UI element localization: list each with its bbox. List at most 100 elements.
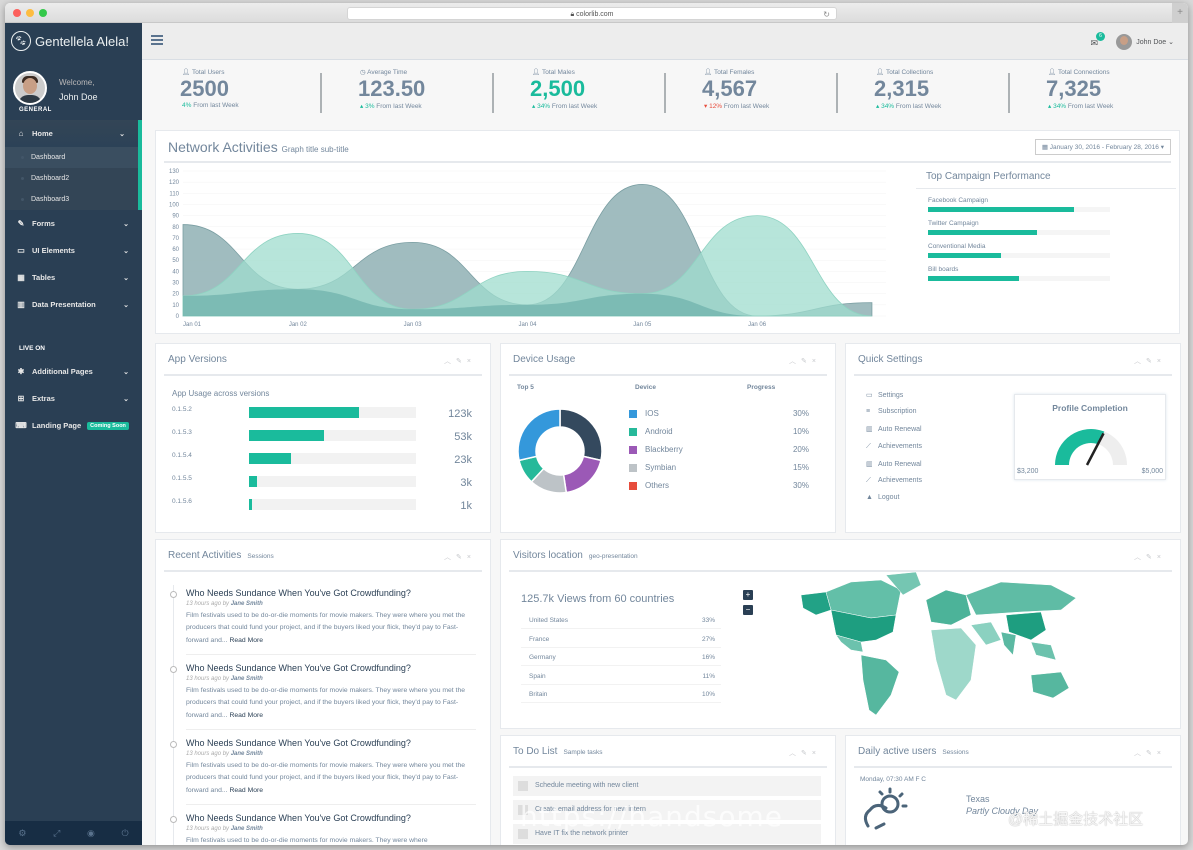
wrench-icon[interactable]: ✎ bbox=[456, 358, 467, 365]
activity-title[interactable]: Who Needs Sundance When You've Got Crowd… bbox=[186, 588, 411, 598]
menu-toggle-icon[interactable] bbox=[151, 35, 163, 45]
sidebar-item-forms[interactable]: ✎ Forms ⌄ bbox=[5, 210, 142, 237]
device-name: Others bbox=[645, 481, 670, 490]
close-icon[interactable]: × bbox=[1156, 358, 1166, 365]
map-zoom-out-button[interactable]: − bbox=[743, 605, 753, 615]
sidebar-item-additional-pages[interactable]: ✱ Additional Pages ⌄ bbox=[5, 358, 142, 385]
quick-setting-item[interactable]: ≡ Subscription bbox=[866, 408, 917, 415]
wrench-icon[interactable]: ✎ bbox=[1146, 554, 1157, 561]
version-label: 0.1.5.4 bbox=[172, 452, 192, 459]
gauge-min: $3,200 bbox=[1017, 468, 1039, 475]
activity-title[interactable]: Who Needs Sundance When You've Got Crowd… bbox=[186, 738, 411, 748]
collapse-icon[interactable]: ︿ bbox=[1134, 358, 1147, 365]
collapse-icon[interactable]: ︿ bbox=[1134, 750, 1147, 757]
collapse-icon[interactable]: ︿ bbox=[444, 358, 457, 365]
read-more-link[interactable]: Read More bbox=[229, 786, 264, 794]
divider bbox=[509, 570, 1172, 572]
date-range-picker[interactable]: ▦ January 30, 2016 - February 28, 2016 ▾ bbox=[1034, 139, 1171, 155]
bar-chart-icon: ▥ bbox=[866, 426, 873, 434]
wrench-icon[interactable]: ✎ bbox=[456, 554, 467, 561]
section-live-on: LIVE ON bbox=[19, 344, 46, 352]
close-icon[interactable]: × bbox=[811, 358, 821, 365]
campaign-progress-fill bbox=[928, 207, 1074, 212]
bar-chart-icon: ▥ bbox=[17, 300, 25, 309]
tile-label: 👤︎ Total Collections bbox=[876, 69, 934, 76]
campaign-progress-fill bbox=[928, 276, 1019, 281]
chevron-down-icon: ⌄ bbox=[123, 301, 129, 309]
quick-setting-item[interactable]: ▥ Auto Renewal bbox=[866, 425, 922, 433]
mail-icon[interactable]: ✉ bbox=[1090, 38, 1098, 48]
activity-meta: 13 hours ago by Jane Smith bbox=[186, 601, 263, 607]
fullscreen-icon[interactable]: ⤢ bbox=[53, 827, 61, 838]
quick-setting-item[interactable]: ▥ Auto Renewal bbox=[866, 460, 922, 468]
sidebar-item-home[interactable]: ⌂ Home ⌄ bbox=[5, 120, 142, 147]
sidebar-item-ui-elements[interactable]: ▭ UI Elements ⌄ bbox=[5, 237, 142, 264]
close-window-button[interactable] bbox=[13, 9, 21, 17]
sidebar-item-landing-page[interactable]: ⌨ Landing Page Coming Soon bbox=[5, 412, 142, 439]
brand[interactable]: 🐾︎ Gentellela Alela! bbox=[11, 31, 129, 51]
new-tab-button[interactable]: + bbox=[1172, 3, 1188, 23]
tile-label: 👤︎ Total Males bbox=[532, 69, 575, 76]
quick-setting-item[interactable]: ⟋ Achievements bbox=[866, 477, 922, 485]
sidebar-nav: ⌂ Home ⌄ Dashboard Dashboard2 Dashboard3 ✎… bbox=[5, 120, 142, 439]
world-map[interactable] bbox=[791, 570, 1091, 720]
collapse-icon[interactable]: ︿ bbox=[1134, 554, 1147, 561]
read-more-link[interactable]: Read More bbox=[229, 636, 264, 644]
sidebar-item-data-presentation[interactable]: ▥ Data Presentation ⌄ bbox=[5, 291, 142, 318]
todo-item[interactable]: Have IT fix the network printer bbox=[513, 824, 821, 844]
quick-setting-item[interactable]: ⟋ Achievements bbox=[866, 443, 922, 451]
collapse-icon[interactable]: ︿ bbox=[789, 358, 802, 365]
panel-title: App Versions bbox=[168, 354, 227, 365]
activity-title[interactable]: Who Needs Sundance When You've Got Crowd… bbox=[186, 663, 411, 673]
timeline-dot bbox=[170, 741, 177, 748]
y-tick-label: 90 bbox=[172, 214, 179, 220]
activity-title[interactable]: Who Needs Sundance When You've Got Crowd… bbox=[186, 813, 411, 823]
device-row: Android 10% bbox=[629, 427, 809, 439]
country-pct: 27% bbox=[701, 635, 715, 643]
version-progress-fill bbox=[249, 476, 258, 487]
quick-setting-item[interactable]: ▭ Settings bbox=[866, 391, 903, 399]
wrench-icon[interactable]: ✎ bbox=[1146, 358, 1157, 365]
reload-icon[interactable]: ↻ bbox=[823, 10, 830, 19]
user-menu[interactable]: John Doe ⌄ bbox=[1136, 39, 1174, 46]
wrench-icon[interactable]: ✎ bbox=[801, 358, 812, 365]
close-icon[interactable]: × bbox=[1156, 750, 1166, 757]
quick-setting-item[interactable]: ▲ Logout bbox=[866, 494, 899, 501]
campaign-label: Facebook Campaign bbox=[928, 197, 988, 204]
close-icon[interactable]: × bbox=[811, 750, 821, 757]
close-icon[interactable]: × bbox=[466, 554, 476, 561]
divider bbox=[509, 766, 827, 768]
sidebar-item-extras[interactable]: ⊞ Extras ⌄ bbox=[5, 385, 142, 412]
lock-eye-icon[interactable]: ◉ bbox=[86, 827, 95, 838]
sidebar-item-dashboard3[interactable]: Dashboard3 bbox=[5, 189, 138, 210]
sidebar-item-dashboard2[interactable]: Dashboard2 bbox=[5, 168, 138, 189]
power-icon[interactable]: ⏻ bbox=[121, 827, 129, 838]
mail-count-badge: 6 bbox=[1096, 32, 1105, 41]
timeline-dot bbox=[170, 591, 177, 598]
close-icon[interactable]: × bbox=[466, 358, 476, 365]
todo-checkbox[interactable] bbox=[518, 781, 528, 791]
read-more-link[interactable]: Read More bbox=[229, 711, 264, 719]
wrench-icon[interactable]: ✎ bbox=[801, 750, 812, 757]
settings-icon[interactable]: ⚙ bbox=[18, 827, 27, 838]
sidebar-item-tables[interactable]: ▦ Tables ⌄ bbox=[5, 264, 142, 291]
sidebar-item-dashboard[interactable]: Dashboard bbox=[5, 147, 138, 168]
wrench-icon[interactable]: ✎ bbox=[1146, 750, 1157, 757]
collapse-icon[interactable]: ︿ bbox=[444, 554, 457, 561]
address-bar[interactable]: 🔒︎ colorlib.com ↻ bbox=[347, 7, 837, 20]
minimize-window-button[interactable] bbox=[26, 9, 34, 17]
close-icon[interactable]: × bbox=[1156, 554, 1166, 561]
panel-title: To Do List Sample tasks bbox=[513, 746, 603, 757]
todo-checkbox[interactable] bbox=[518, 829, 528, 839]
activity-author: Jane Smith bbox=[230, 676, 263, 682]
maximize-window-button[interactable] bbox=[39, 9, 47, 17]
y-tick-label: 120 bbox=[169, 180, 180, 186]
map-zoom-in-button[interactable]: + bbox=[743, 590, 753, 600]
user-avatar[interactable] bbox=[1116, 34, 1132, 50]
panel-tools: ︿✎× bbox=[1134, 356, 1166, 366]
todo-checkbox[interactable] bbox=[518, 805, 528, 815]
todo-item[interactable]: Schedule meeting with new client bbox=[513, 776, 821, 796]
todo-item[interactable]: Create email address for new intern bbox=[513, 800, 821, 820]
area-overlap bbox=[183, 289, 872, 316]
collapse-icon[interactable]: ︿ bbox=[789, 750, 802, 757]
